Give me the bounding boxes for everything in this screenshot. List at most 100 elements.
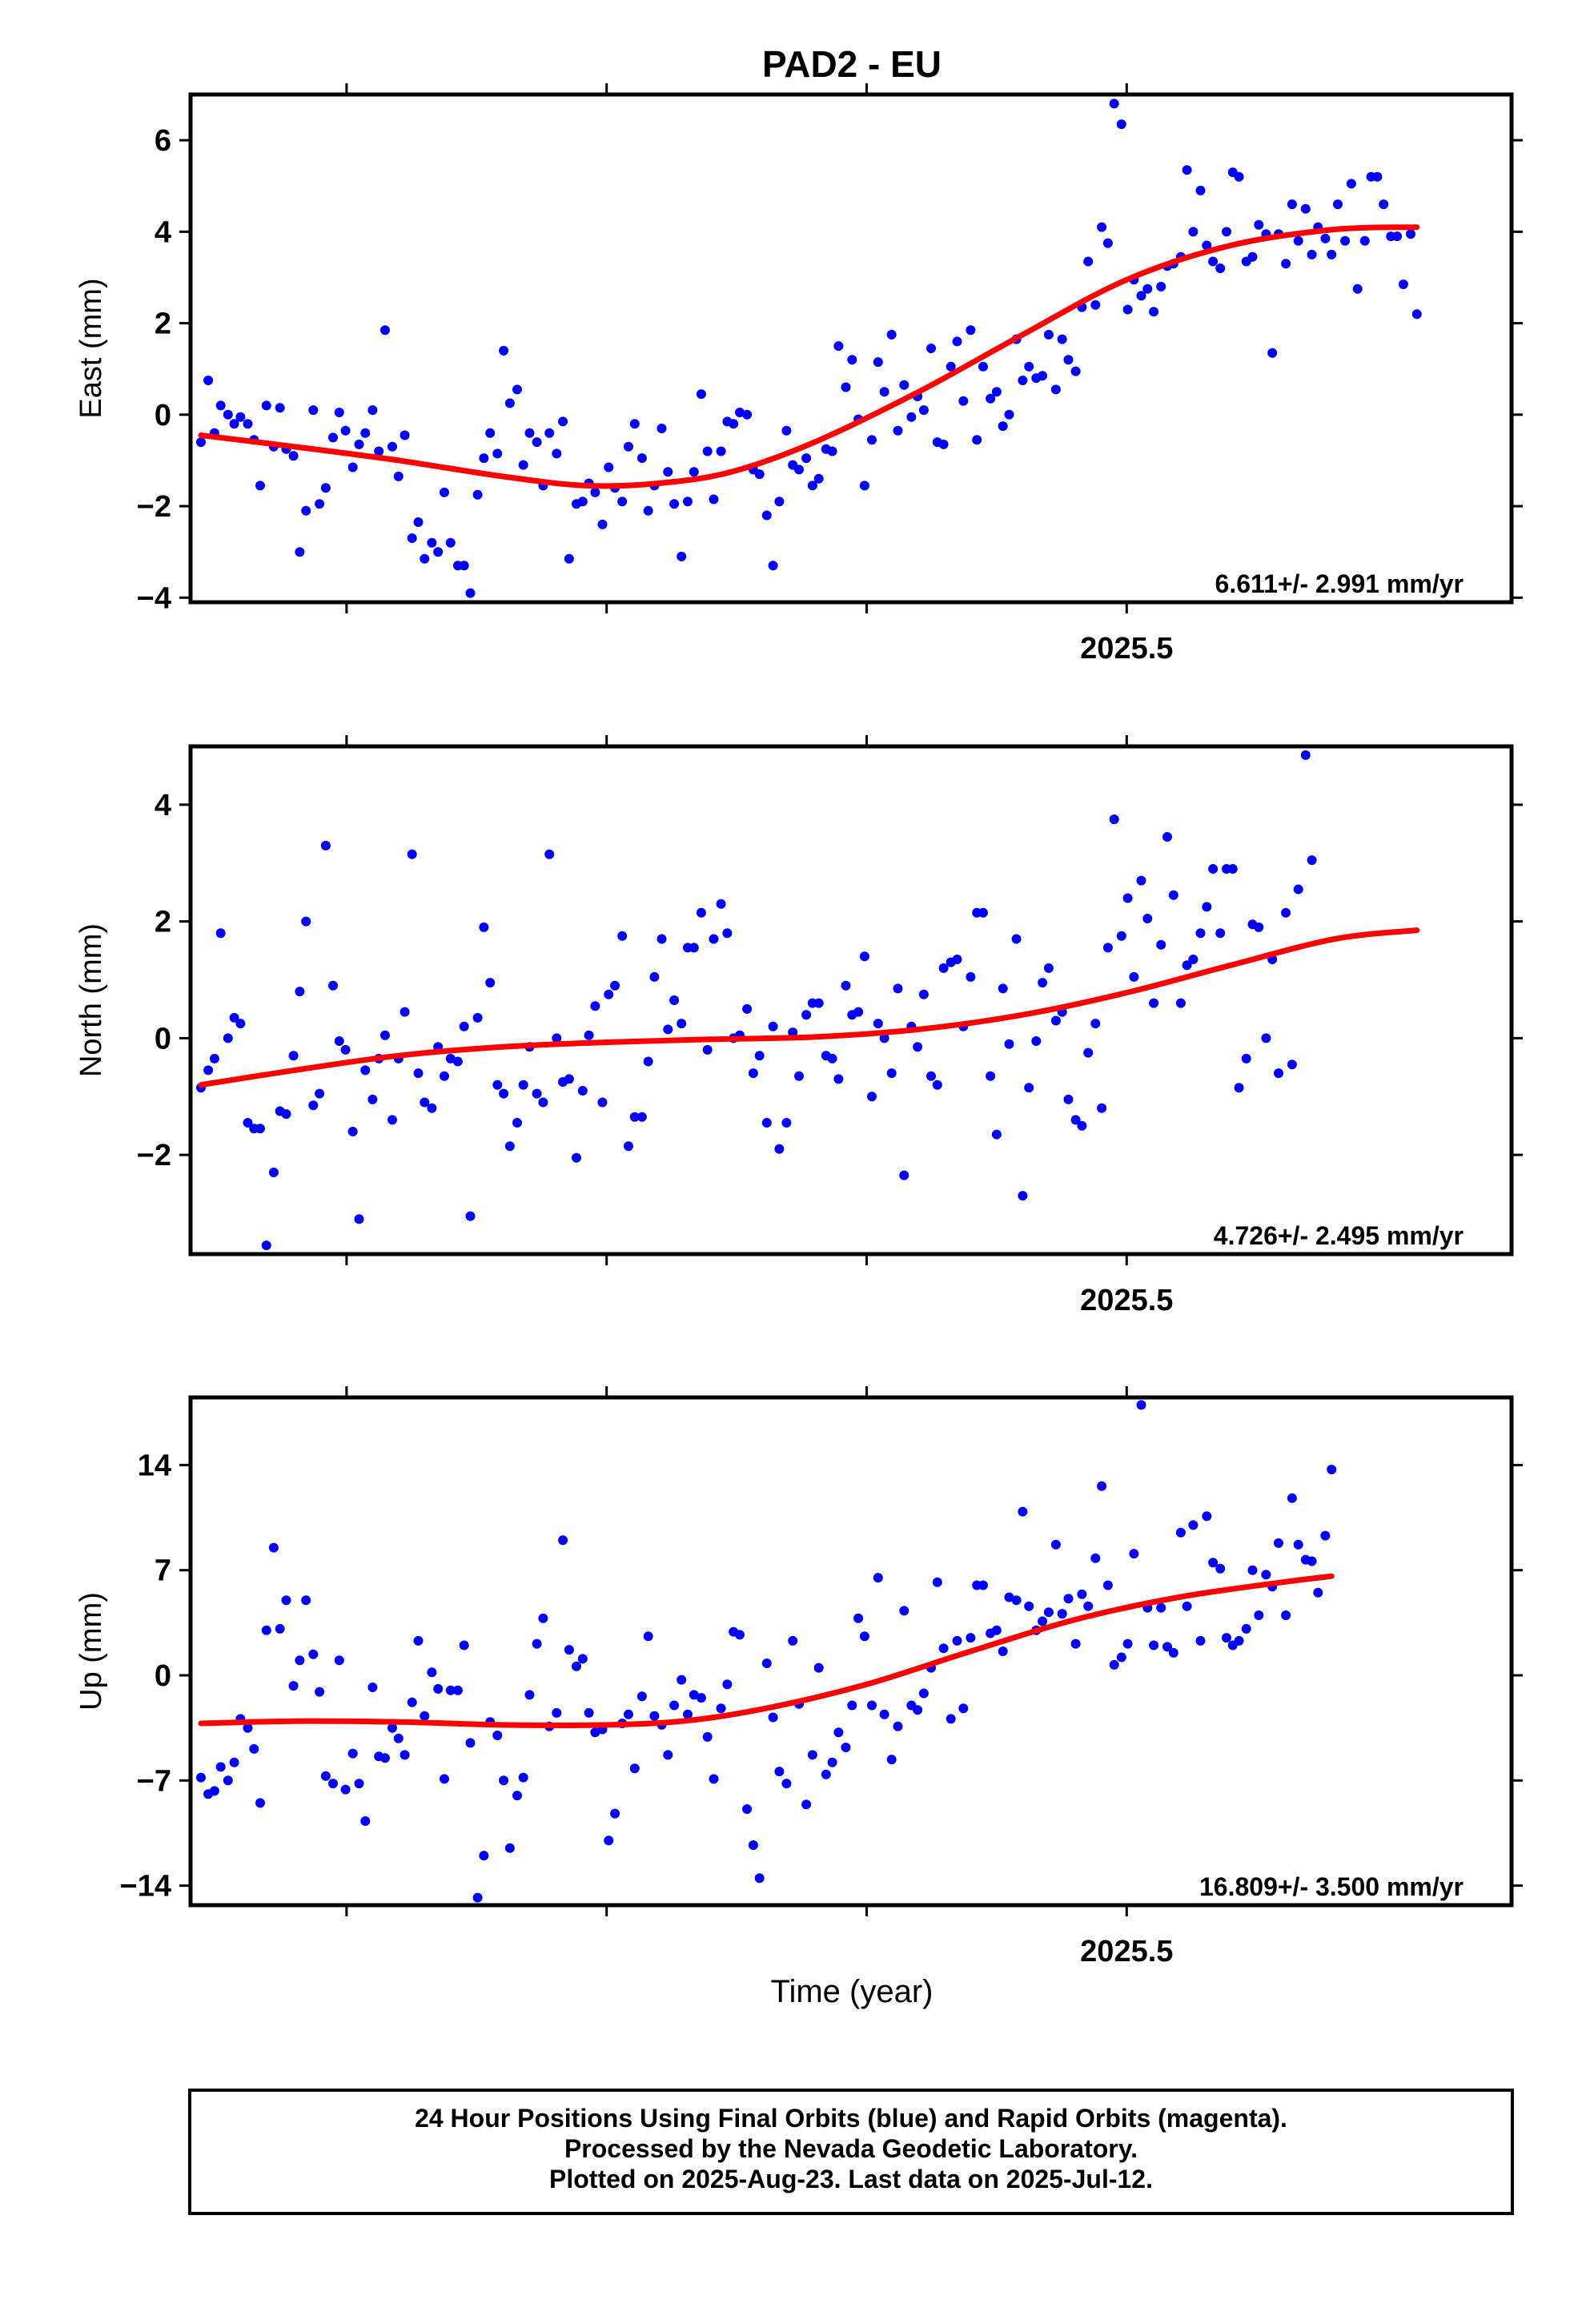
up-data-point <box>867 1700 877 1711</box>
footer-box <box>188 2089 1514 2215</box>
east-ytick-label: 6 <box>155 124 171 158</box>
up-data-point <box>1195 1635 1206 1646</box>
north-points <box>196 750 1317 1251</box>
north-data-point <box>347 1127 358 1136</box>
north-data-point <box>1109 814 1119 825</box>
north-data-point <box>380 1030 390 1040</box>
east-data-point <box>1372 171 1383 182</box>
up-data-point <box>1156 1602 1166 1613</box>
east-data-point <box>986 393 996 404</box>
east-data-point <box>1188 227 1199 237</box>
north-data-point <box>532 1088 542 1099</box>
up-data-point <box>807 1750 817 1760</box>
up-data-point <box>1116 1652 1126 1663</box>
up-data-point <box>1188 1520 1199 1530</box>
north-data-point <box>827 1053 837 1063</box>
east-data-point <box>315 499 325 509</box>
east-data-point <box>1038 371 1048 381</box>
north-data-point <box>552 1033 562 1043</box>
east-data-point <box>288 451 299 461</box>
north-data-point <box>328 980 338 991</box>
up-data-point <box>1102 1580 1113 1590</box>
east-rate-label: 6.611+/- 2.991 mm/yr <box>1215 569 1464 598</box>
up-data-point <box>1018 1506 1028 1517</box>
north-data-point <box>1063 1094 1074 1104</box>
up-data-point <box>1004 1592 1014 1602</box>
north-data-point <box>768 1021 778 1031</box>
up-data-point <box>1070 1638 1081 1649</box>
east-data-point <box>696 389 706 400</box>
up-fit-line <box>198 1573 1335 1728</box>
east-data-point <box>360 428 371 438</box>
north-data-point <box>538 1097 548 1108</box>
north-data-point <box>781 1118 792 1128</box>
up-data-point <box>952 1635 962 1646</box>
up-data-point <box>413 1635 424 1646</box>
north-data-point <box>774 1144 785 1154</box>
up-data-point <box>801 1799 812 1810</box>
up-ytick-label: −14 <box>120 1870 171 1904</box>
east-data-point <box>906 412 917 422</box>
north-data-point <box>966 971 976 982</box>
up-data-point <box>754 1873 765 1884</box>
east-frame <box>188 92 1514 605</box>
east-data-point <box>683 497 693 507</box>
east-data-point <box>440 487 449 497</box>
up-data-point <box>624 1709 633 1719</box>
north-data-point <box>400 1007 410 1017</box>
up-data-point <box>663 1750 673 1760</box>
east-data-point <box>564 553 574 564</box>
up-data-point <box>552 1707 562 1718</box>
up-data-point <box>229 1757 239 1767</box>
north-data-point <box>833 1074 844 1084</box>
up-data-point <box>577 1654 588 1664</box>
up-data-point <box>649 1711 660 1721</box>
north-data-point <box>742 1003 753 1014</box>
north-data-point <box>1274 1068 1283 1079</box>
north-data-point <box>1254 922 1264 932</box>
up-data-point <box>689 1690 699 1700</box>
north-data-point <box>597 1097 608 1108</box>
east-data-point <box>1018 376 1028 385</box>
up-data-point <box>465 1738 476 1748</box>
up-ytick-label: 7 <box>155 1554 171 1588</box>
north-data-point <box>261 1240 271 1251</box>
north-data-point <box>986 1071 996 1081</box>
north-data-point <box>696 907 706 918</box>
north-data-point <box>879 1033 889 1043</box>
north-data-point <box>504 1141 515 1152</box>
up-data-point <box>1024 1601 1034 1611</box>
east-ytick-label: 0 <box>155 399 171 432</box>
up-data-point <box>709 1774 719 1784</box>
up-data-point <box>407 1697 417 1707</box>
up-xtick-label: 2025.5 <box>1080 1935 1173 1968</box>
up-data-point <box>452 1685 463 1695</box>
north-data-point <box>932 1080 942 1090</box>
north-data-point <box>1004 1039 1014 1049</box>
north-data-point <box>1281 907 1291 918</box>
up-data-point <box>532 1638 542 1649</box>
up-data-point <box>886 1755 897 1765</box>
east-data-point <box>459 561 469 571</box>
north-data-point <box>1122 893 1133 903</box>
east-data-point <box>636 453 647 464</box>
east-data-point <box>1406 229 1415 239</box>
north-data-point <box>813 998 824 1008</box>
east-data-point <box>1379 199 1389 210</box>
up-data-point <box>1202 1511 1212 1522</box>
north-data-point <box>841 980 851 991</box>
up-data-point <box>1234 1635 1244 1646</box>
north-data-point <box>308 1100 319 1111</box>
north-data-point <box>617 931 628 941</box>
up-data-point <box>393 1733 404 1743</box>
east-data-point <box>374 446 384 456</box>
up-data-point <box>1083 1601 1094 1611</box>
north-data-point <box>485 978 496 988</box>
up-data-point <box>683 1709 693 1719</box>
up-data-point <box>1307 1556 1317 1566</box>
east-data-point <box>433 547 444 557</box>
up-data-point <box>512 1791 522 1801</box>
east-data-point <box>295 547 305 557</box>
east-data-point <box>499 345 509 356</box>
east-data-point <box>504 398 515 408</box>
